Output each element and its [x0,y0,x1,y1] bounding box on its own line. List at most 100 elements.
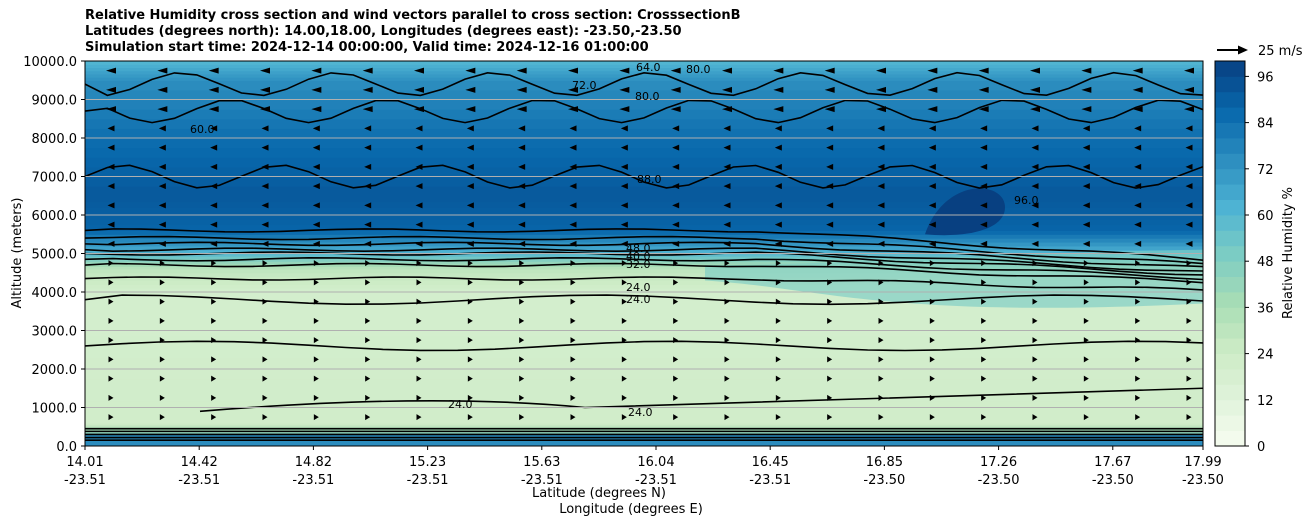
contour-label: 60.0 [190,123,215,136]
wind-vector [211,260,217,267]
wind-vector [1083,298,1089,305]
colorbar-tick-label: 60 [1257,209,1274,224]
x-tick-label-lat: 17.99 [1184,455,1221,470]
wind-vector [211,375,217,382]
wind-vector [826,125,834,132]
wind-vector [621,356,627,363]
y-tick-label: 5000.0 [32,248,78,263]
wind-vector [415,144,423,151]
humidity-band [85,67,1203,72]
wind-vector [878,317,884,324]
wind-vector [620,183,628,190]
wind-vector [364,163,372,170]
wind-vector [518,240,526,247]
wind-vector [313,317,319,324]
wind-vector [518,183,526,190]
wind-vector [313,298,319,305]
wind-vector [261,183,269,190]
wind-vector [929,356,935,363]
wind-vector [722,67,732,74]
wind-vector [1185,221,1193,228]
wind-vector [1083,317,1089,324]
wind-vector [774,183,782,190]
humidity-band [85,166,1203,178]
wind-vector [1186,414,1192,421]
wind-vector [415,221,423,228]
wind-vector [467,279,473,286]
humidity-band [85,288,1203,293]
wind-vector [312,163,320,170]
x-tick-label-lat: 15.23 [409,455,446,470]
contour-label: 40.0 [626,250,651,263]
wind-vector [826,221,834,228]
wind-vector [519,394,525,401]
wind-vector [210,202,218,209]
wind-vector [621,317,627,324]
colorbar-segment [1215,322,1245,339]
wind-vector [878,260,884,267]
colorbar-segment [1215,338,1245,354]
wind-vector [312,144,320,151]
humidity-band [85,61,1203,65]
wind-vector [673,356,679,363]
wind-vector [775,279,781,286]
wind-vector [978,106,989,113]
wind-vector [724,394,730,401]
x-tick-label-lat: 14.01 [66,455,103,470]
contour-label: 24.0 [626,281,651,294]
wind-vector [518,202,526,209]
wind-vector [159,279,165,286]
wind-vector [670,106,681,113]
y-tick-label: 7000.0 [32,171,78,186]
wind-vector [1185,183,1193,190]
y-tick-label: 3000.0 [32,325,78,340]
wind-vector [877,240,885,247]
humidity-band [85,266,1203,270]
colorbar-segment [1215,199,1245,216]
wind-vector [1083,337,1089,344]
wind-vector [365,298,371,305]
wind-vector [1135,317,1141,324]
wind-vector [724,298,730,305]
wind-vector [621,279,627,286]
wind-vector [620,240,628,247]
wind-vector [1135,375,1141,382]
wind-vector [466,125,474,132]
wind-vector [1186,394,1192,401]
x-tick-label-lat: 16.04 [637,455,674,470]
wind-vector [1186,375,1192,382]
wind-vector [519,414,525,421]
wind-vector [362,106,373,113]
wind-vector [569,144,577,151]
wind-vector [467,375,473,382]
wind-vector [569,163,577,170]
wind-vector [981,317,987,324]
wind-vector [826,202,834,209]
colorbar-segment [1215,138,1245,154]
colorbar-tick-label: 12 [1257,394,1274,409]
wind-vector [774,221,782,228]
wind-vector [723,240,731,247]
wind-vector [1030,67,1040,74]
wind-vector [569,125,577,132]
y-tick-label: 6000.0 [32,209,78,224]
wind-vector [929,414,935,421]
wind-vector [824,86,835,93]
wind-vector [467,298,473,305]
wind-vector [313,394,319,401]
humidity-band [85,77,1203,81]
wind-vector [107,125,115,132]
wind-vector [981,375,987,382]
wind-vector [775,375,781,382]
wind-vector [724,356,730,363]
wind-vector [1185,240,1193,247]
humidity-band [85,118,1203,129]
colorbar-segment [1215,215,1245,231]
wind-vector [208,67,219,74]
wind-vector [928,240,936,247]
plot-area: 24.024.032.040.048.024.096.088.080.072.0… [85,61,1203,446]
colorbar-frame [1214,60,1246,447]
wind-vector [570,394,576,401]
wind-vector [158,163,166,170]
wind-vector [1083,375,1089,382]
